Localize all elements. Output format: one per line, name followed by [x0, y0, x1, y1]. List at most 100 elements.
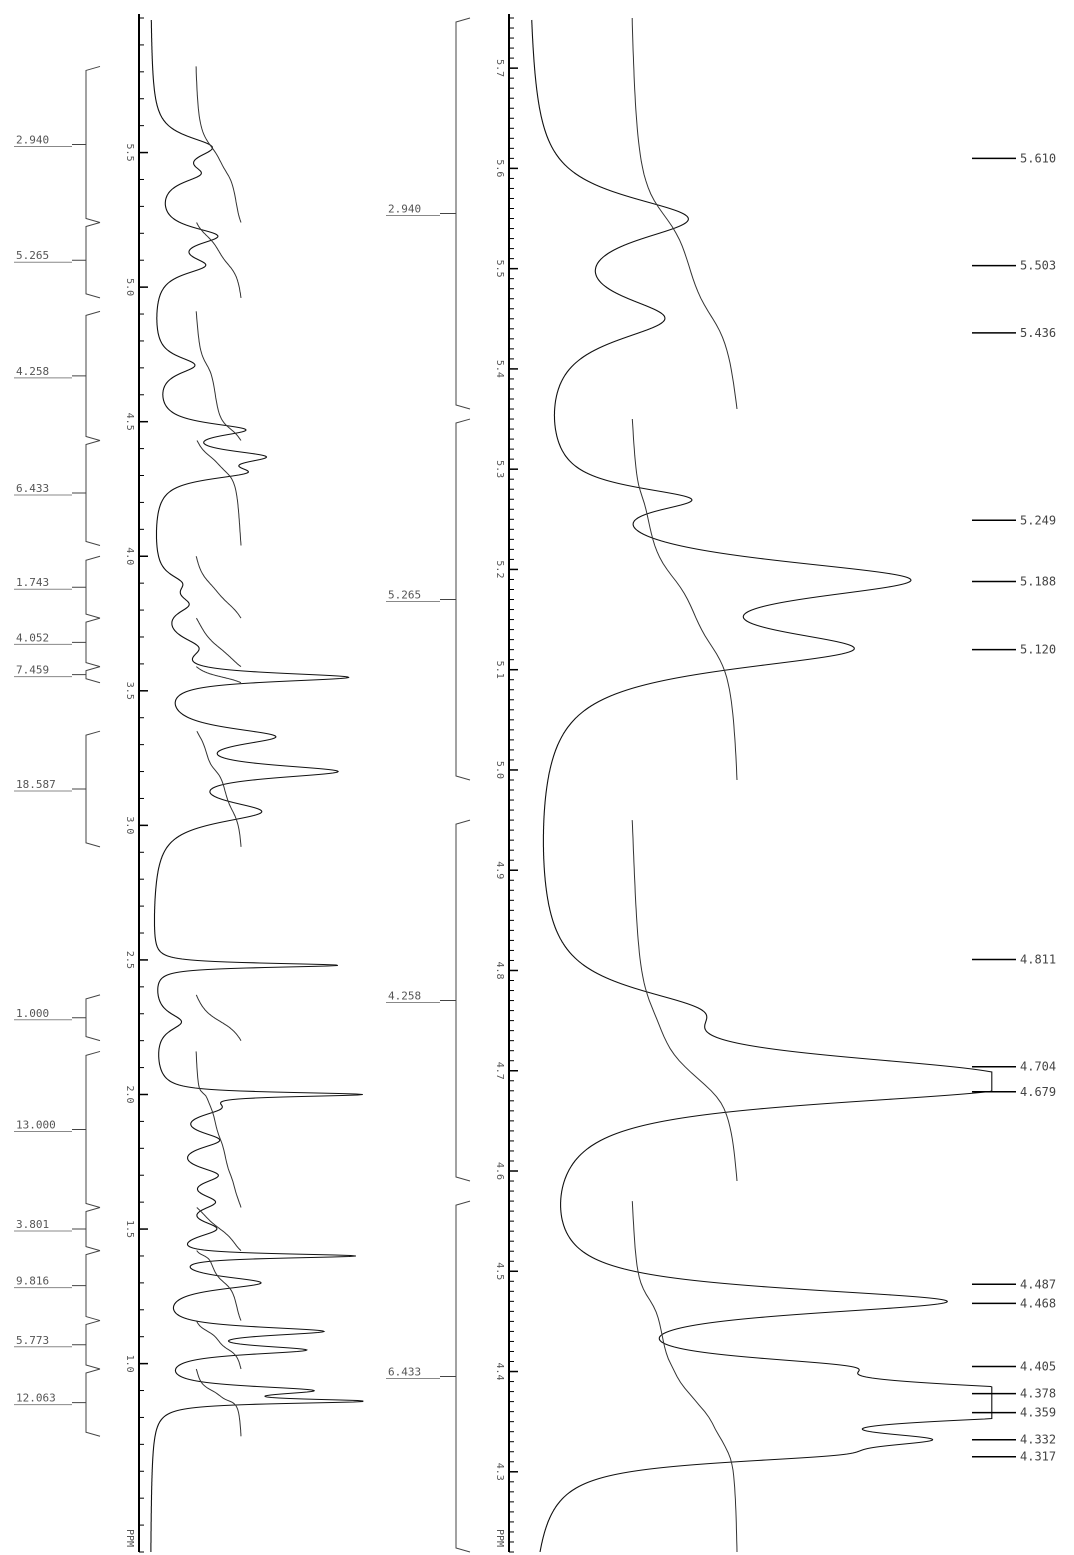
tick-label: 1.5 — [124, 1220, 135, 1238]
integral-value: 1.000 — [16, 1007, 49, 1020]
peak-label: 4.468 — [1020, 1296, 1056, 1310]
integral-bracket — [72, 1207, 101, 1252]
tick-label: 5.5 — [494, 260, 505, 278]
integral-value: 1.743 — [16, 576, 49, 589]
tick-label: 5.6 — [494, 159, 505, 177]
integral-value: 5.265 — [388, 589, 421, 602]
peak-label: 5.188 — [1020, 574, 1056, 588]
integral-curve — [196, 440, 242, 546]
tick-label: 2.0 — [124, 1085, 135, 1103]
peak-label: 4.378 — [1020, 1387, 1056, 1401]
expanded-spectrum-panel: 5.7 5.6 5.5 5.4 5.3 5.2 5.1 5.0 4.9 4.8 4.7 4.6 4.5 4… — [386, 14, 993, 1553]
integral-bracket — [72, 65, 101, 224]
integral-bracket — [72, 310, 101, 442]
tick-label: 4.5 — [494, 1262, 505, 1280]
peak-label: 4.332 — [1020, 1433, 1056, 1447]
peak-label-list: 5.610 5.503 5.436 5.249 5.188 5.120 4.811 4.704… — [972, 151, 1056, 1464]
tick-label: 4.3 — [494, 1463, 505, 1481]
integral-value: 3.801 — [16, 1218, 49, 1231]
integral-bracket — [72, 994, 101, 1042]
integral-curve — [631, 820, 738, 1182]
integral-bracket — [72, 1368, 101, 1437]
integral-curve — [195, 556, 242, 619]
integral-value: 6.433 — [16, 482, 49, 495]
integral-curve — [631, 17, 738, 410]
peak-label: 4.704 — [1020, 1060, 1056, 1074]
integral-value: 5.265 — [16, 249, 49, 262]
peak-label: 4.487 — [1020, 1277, 1056, 1291]
integral-value: 4.258 — [388, 990, 421, 1003]
full-spectrum-panel: 5.5 5.0 4.5 4.0 3.5 3.0 2.5 2.0 1.5 1.0 PPM 2.940 5.… — [14, 14, 364, 1553]
integral-bracket — [72, 1050, 101, 1209]
tick-label: 5.7 — [494, 59, 505, 77]
peak-label: 5.249 — [1020, 513, 1056, 527]
integral-curve — [195, 1320, 242, 1370]
integral-value: 18.587 — [16, 778, 56, 791]
tick-label: 2.5 — [124, 951, 135, 969]
peak-label: 5.120 — [1020, 643, 1056, 657]
tick-label: 5.4 — [494, 360, 505, 378]
integral-bracket — [72, 222, 101, 299]
integral-curve — [195, 666, 242, 684]
integral-value: 12.063 — [16, 1392, 56, 1405]
peak-label: 5.436 — [1020, 326, 1056, 340]
integral-value: 9.816 — [16, 1275, 49, 1288]
integral-bracket — [72, 1320, 101, 1370]
tick-label: 5.1 — [494, 661, 505, 679]
integral-value: 2.940 — [16, 133, 49, 146]
integral-curve — [631, 418, 738, 781]
integral-bracket — [440, 17, 471, 410]
tick-label: 4.6 — [494, 1162, 505, 1180]
integral-bracket — [72, 730, 101, 848]
peak-label: 4.679 — [1020, 1085, 1056, 1099]
tick-label: 4.4 — [494, 1362, 505, 1380]
integral-curve — [196, 1250, 242, 1321]
spectrum-trace — [150, 20, 364, 1552]
tick-label: 3.5 — [124, 682, 135, 700]
tick-label: 5.0 — [494, 761, 505, 779]
tick-label: 4.0 — [124, 547, 135, 565]
tick-label: 4.7 — [494, 1062, 505, 1080]
tick-label: 4.8 — [494, 961, 505, 979]
peak-label: 5.503 — [1020, 259, 1056, 273]
integral-value: 5.773 — [16, 1334, 49, 1347]
tick-label: 4.9 — [494, 861, 505, 879]
integral-curve — [195, 66, 242, 223]
integral-value: 4.258 — [16, 365, 49, 378]
peak-label: 5.610 — [1020, 151, 1056, 165]
tick-label: 3.0 — [124, 816, 135, 834]
tick-label: 5.3 — [494, 460, 505, 478]
integral-bracket — [72, 555, 101, 619]
integral-curve — [631, 1201, 738, 1553]
peak-label: 4.405 — [1020, 1360, 1056, 1374]
tick-label: 5.2 — [494, 560, 505, 578]
peak-label: 4.811 — [1020, 952, 1056, 966]
integral-curve — [196, 730, 242, 847]
integral-value: 13.000 — [16, 1118, 56, 1131]
integral-bracket — [440, 1200, 471, 1553]
integral-bracket — [72, 1250, 101, 1322]
integral-bracket — [72, 617, 101, 668]
tick-label: 4.5 — [124, 413, 135, 431]
integral-bracket — [72, 440, 101, 546]
integral-curve — [196, 222, 242, 298]
integral-bracket — [440, 418, 471, 781]
integral-curve — [195, 994, 242, 1041]
integral-curve — [196, 1207, 242, 1251]
integral-bracket — [440, 819, 471, 1182]
tick-label: 5.0 — [124, 278, 135, 296]
integral-curve — [196, 617, 242, 668]
peak-label: 4.359 — [1020, 1406, 1056, 1420]
axis-unit-label: PPM — [494, 1529, 505, 1547]
integral-value: 4.052 — [16, 631, 49, 644]
integral-curve — [195, 1368, 242, 1437]
integral-value: 7.459 — [16, 664, 49, 677]
axis-unit-label: PPM — [124, 1529, 135, 1547]
spectrum-trace — [531, 19, 993, 1552]
integral-value: 6.433 — [388, 1366, 421, 1379]
integral-curve — [195, 1051, 242, 1208]
integral-value: 2.940 — [388, 203, 421, 216]
integral-curve — [195, 311, 242, 441]
integral-bracket — [72, 666, 101, 684]
